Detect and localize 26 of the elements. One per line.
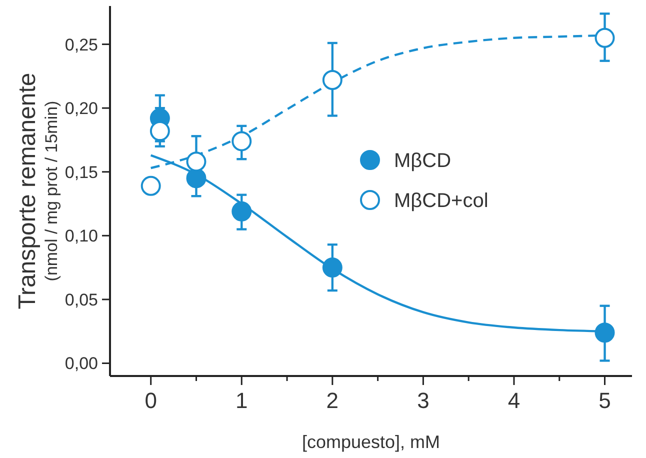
x-tick-label: 0 xyxy=(144,388,157,413)
point xyxy=(232,131,252,152)
y-tick-label: 0,15 xyxy=(64,162,98,182)
y-tick-label: 0,25 xyxy=(64,35,98,54)
point xyxy=(594,28,615,48)
x-tick-label: 5 xyxy=(598,388,611,413)
y-tick-label: 0,05 xyxy=(64,290,98,310)
x-axis-title: [compuesto], mM xyxy=(302,432,440,452)
point xyxy=(150,121,170,142)
y-axis-title: Transporte remanente (nmol / mg prot / 15min) xyxy=(14,72,61,310)
point xyxy=(186,168,206,188)
point xyxy=(322,70,342,90)
point xyxy=(140,176,161,196)
x-tick-label: 1 xyxy=(236,388,248,413)
point xyxy=(594,322,615,343)
point xyxy=(322,258,342,278)
point xyxy=(186,152,206,172)
y-tick-label: 0,00 xyxy=(64,354,98,374)
x-tick-label: 3 xyxy=(417,388,430,413)
y-tick-label: 0,10 xyxy=(64,226,98,246)
x-tick-label: 4 xyxy=(508,388,520,413)
x-tick-label: 2 xyxy=(326,388,339,413)
legend-label: MβCD+col xyxy=(394,190,488,212)
y-tick-label: 0,20 xyxy=(64,99,98,118)
legend-label: MβCD xyxy=(394,150,452,172)
point xyxy=(232,201,252,222)
